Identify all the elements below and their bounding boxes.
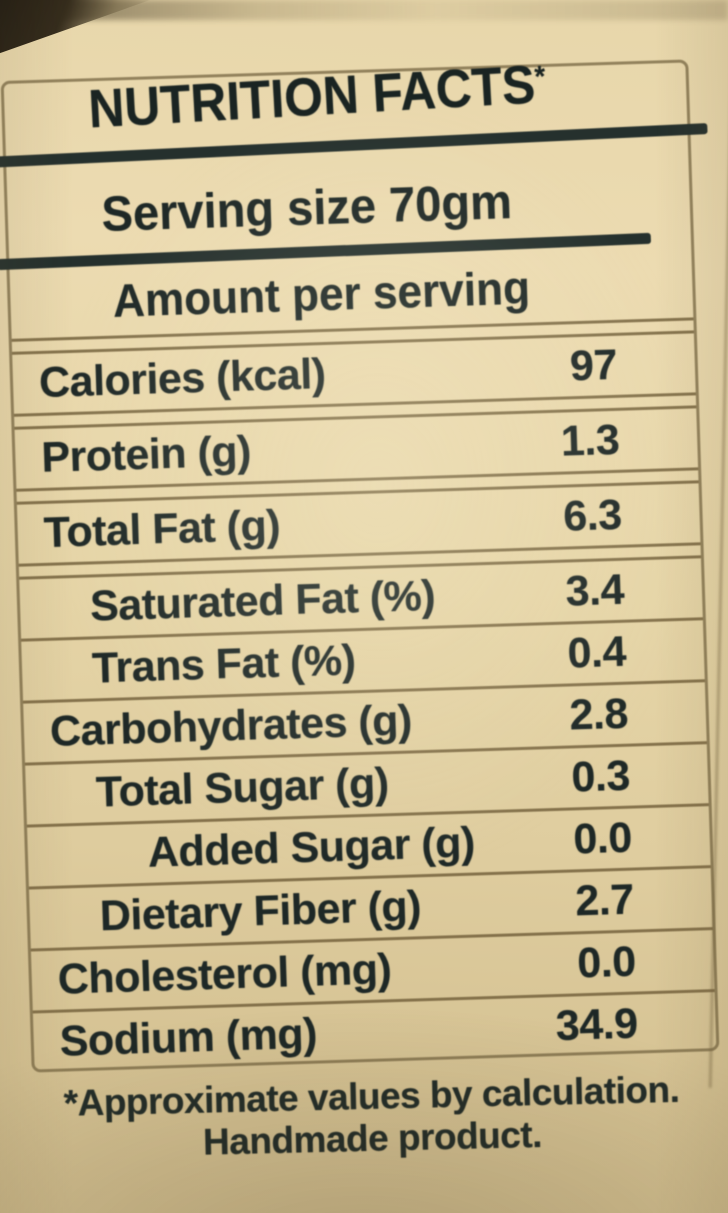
nutrient-name: Total Sugar (g) [95,759,390,817]
nutrient-name: Total Fat (g) [43,501,281,557]
nutrient-name: Cholesterol (mg) [57,945,393,1004]
nutrient-name: Saturated Fat (%) [89,571,436,631]
amount-per-serving-heading: Amount per serving [112,261,531,327]
nutrient-value: 0.3 [570,751,631,802]
photo-top-shadow [0,0,728,20]
nutrient-value: 6.3 [562,490,623,541]
label-title-text: NUTRITION FACTS [86,54,537,140]
nutrient-name: Carbohydrates (g) [49,696,413,756]
nutrient-name: Protein (g) [40,427,252,482]
title-asterisk: * [533,59,547,94]
nutrient-value: 0.4 [566,627,627,678]
nutrient-name: Trans Fat (%) [91,636,357,693]
nutrition-rows: Calories (kcal) 97 Protein (g) 1.3 Total Fat… [12,333,716,1072]
footnote: *Approximate values by calculation. Hand… [7,1068,728,1168]
nutrient-value: 0.0 [576,937,637,988]
nutrient-value: 97 [569,340,618,391]
nutrient-name: Added Sugar (g) [147,818,476,877]
nutrient-value: 2.8 [568,689,629,740]
nutrient-name: Sodium (mg) [59,1009,318,1066]
nutrient-value: 3.4 [564,565,625,616]
nutrient-name: Dietary Fiber (g) [99,882,422,941]
nutrient-value: 2.7 [574,875,635,926]
nutrient-value: 0.0 [572,813,633,864]
nutrient-value: 1.3 [560,415,620,466]
nutrition-label: NUTRITION FACTS* Serving size 70gm Amoun… [0,55,720,1073]
nutrient-name: Calories (kcal) [38,350,327,407]
serving-size: Serving size 70gm [100,175,513,242]
nutrient-value: 34.9 [555,999,639,1051]
